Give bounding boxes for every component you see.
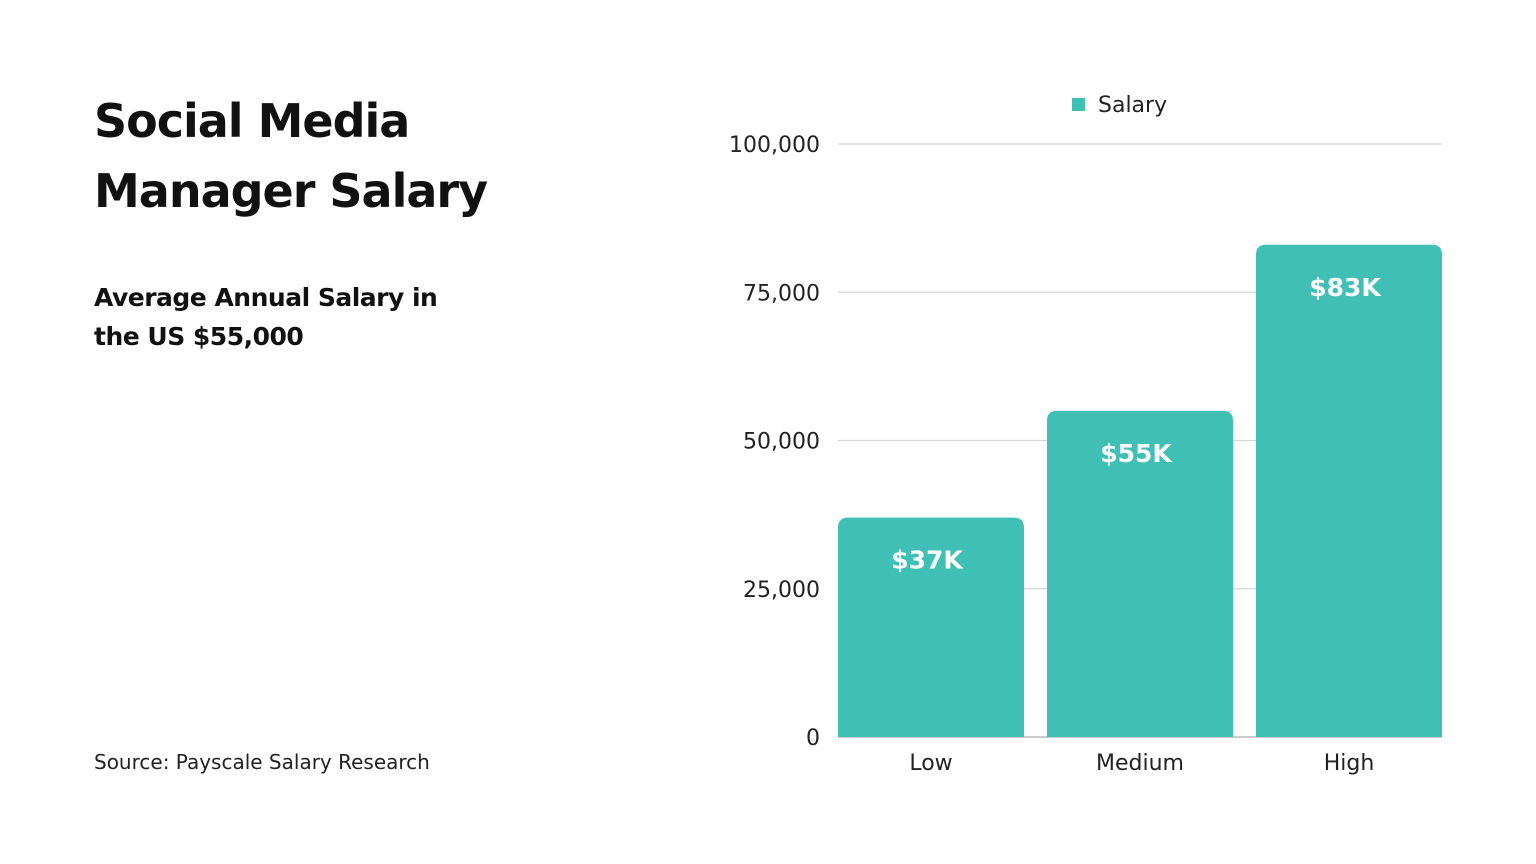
bar-medium xyxy=(1047,410,1233,737)
y-tick-label: 25,000 xyxy=(743,578,820,603)
x-tick-label: High xyxy=(1324,751,1375,776)
legend-swatch xyxy=(1072,98,1085,111)
source-note: Source: Payscale Salary Research xyxy=(94,750,430,774)
bar-low xyxy=(838,517,1024,737)
x-tick-label: Medium xyxy=(1096,751,1184,776)
legend-label: Salary xyxy=(1098,93,1167,118)
bar-high xyxy=(1256,244,1442,737)
subtitle: Average Annual Salary in the US $55,000 xyxy=(94,283,438,351)
data-label: $83K xyxy=(1309,273,1382,302)
y-tick-label: 75,000 xyxy=(743,281,820,306)
x-tick-label: Low xyxy=(909,751,952,776)
y-tick-label: 0 xyxy=(806,726,820,751)
y-tick-label: 100,000 xyxy=(729,133,820,158)
data-label: $37K xyxy=(891,546,964,575)
y-tick-label: 50,000 xyxy=(743,430,820,455)
page-title: Social Media Manager Salary xyxy=(94,94,488,218)
data-label: $55K xyxy=(1100,439,1173,468)
